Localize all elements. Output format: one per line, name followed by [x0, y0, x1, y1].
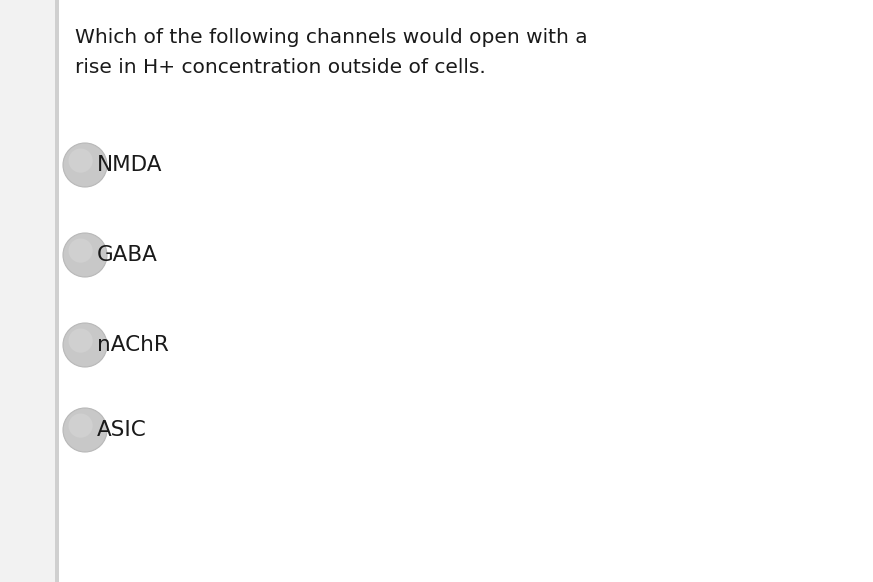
Circle shape: [63, 233, 107, 277]
Text: Which of the following channels would open with a: Which of the following channels would op…: [75, 28, 588, 47]
Text: NMDA: NMDA: [97, 155, 162, 175]
Circle shape: [63, 408, 107, 452]
Bar: [55, 0, 59, 582]
Text: rise in H+ concentration outside of cells.: rise in H+ concentration outside of cell…: [75, 58, 485, 77]
Circle shape: [68, 328, 93, 353]
Text: nAChR: nAChR: [97, 335, 169, 355]
Text: ASIC: ASIC: [97, 420, 147, 440]
Circle shape: [63, 323, 107, 367]
Circle shape: [68, 413, 93, 438]
Text: GABA: GABA: [97, 245, 158, 265]
Circle shape: [63, 143, 107, 187]
Bar: [0, 0, 55, 582]
Circle shape: [68, 239, 93, 262]
Circle shape: [68, 148, 93, 173]
